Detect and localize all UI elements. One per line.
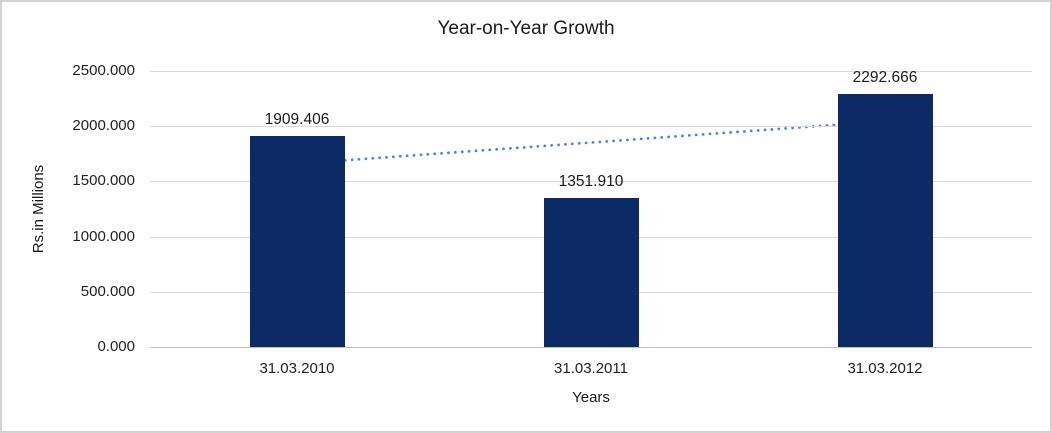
gridline [150, 181, 1032, 182]
gridline [150, 71, 1032, 72]
y-tick-label: 2000.000 [72, 117, 135, 134]
y-tick-label: 1000.000 [72, 228, 135, 245]
gridline [150, 126, 1032, 127]
x-category-label: 31.03.2010 [259, 360, 335, 377]
y-tick-label: 1500.000 [72, 172, 135, 189]
y-axis-title: Rs.in Millions [30, 164, 47, 254]
bar-value-label: 1351.910 [558, 172, 624, 190]
bar-31.03.2011 [543, 197, 639, 347]
y-tick-label: 500.000 [80, 283, 135, 300]
y-tick-label: 0.000 [97, 338, 135, 355]
x-category-label: 31.03.2012 [847, 360, 923, 377]
chart-title: Year-on-Year Growth [437, 18, 615, 39]
bar-31.03.2012 [837, 93, 933, 347]
bar-value-label: 1909.406 [264, 111, 330, 129]
x-category-label: 31.03.2011 [554, 360, 628, 377]
x-axis-title: Years [572, 389, 610, 406]
y-tick-label: 2500.000 [72, 62, 135, 79]
bar-value-label: 2292.666 [852, 68, 918, 86]
bar-31.03.2010 [249, 136, 345, 347]
x-axis-line [150, 347, 1032, 348]
